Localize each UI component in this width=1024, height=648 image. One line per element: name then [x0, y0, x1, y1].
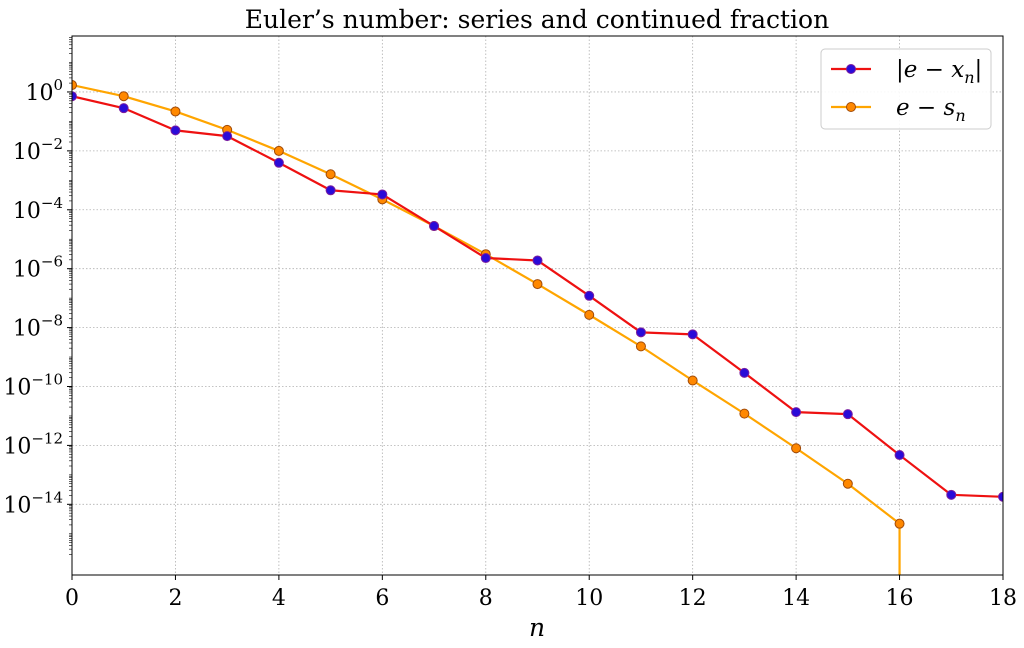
data-point-series-0	[429, 221, 440, 232]
data-point-series-1	[635, 341, 646, 352]
legend-label-0: |e − xn|	[896, 57, 982, 87]
data-point-series-0	[72, 91, 77, 102]
data-point-series-0	[532, 255, 543, 266]
x-tick-label: 14	[782, 586, 810, 611]
x-tick-label: 16	[886, 586, 914, 611]
data-point-series-1	[791, 443, 802, 454]
axis-ticks: 0 2 4 6 8 10 12 14 16 18 100 10−2 10−4 10−6 10−8 10−10 1…	[3, 37, 1017, 611]
data-point-series-1	[894, 518, 905, 529]
data-point-series-0	[739, 367, 750, 378]
y-tick-label: 10−2	[13, 135, 63, 165]
data-point-series-0	[842, 409, 853, 420]
data-point-series-1	[118, 91, 129, 102]
data-point-series-1	[170, 106, 181, 117]
data-point-series-0	[480, 253, 491, 264]
legend: |e − xn| e − sn	[820, 48, 992, 130]
data-point-series-0	[170, 125, 181, 136]
y-tick-label: 10−4	[13, 194, 63, 224]
y-tick-label: 10−6	[13, 253, 63, 283]
data-point-series-0	[377, 189, 388, 200]
data-point-series-0	[998, 491, 1003, 502]
data-point-series-1	[532, 279, 543, 290]
data-point-series-1	[687, 375, 698, 386]
series-0	[72, 91, 1003, 502]
data-point-series-0	[325, 185, 336, 196]
x-tick-label: 18	[989, 586, 1017, 611]
data-point-series-1	[842, 478, 853, 489]
x-tick-label: 0	[65, 586, 79, 611]
data-point-series-0	[687, 329, 698, 340]
chart-title: Euler’s number: series and continued fra…	[245, 5, 829, 34]
data-point-series-0	[791, 407, 802, 418]
x-tick-label: 6	[375, 586, 389, 611]
data-point-series-1	[273, 145, 284, 156]
data-point-series-0	[946, 489, 957, 500]
data-point-series-1	[584, 309, 595, 320]
data-point-series-0	[222, 131, 233, 142]
legend-label-1: e − sn	[896, 95, 966, 125]
x-tick-label: 8	[479, 586, 493, 611]
data-point-series-0	[118, 103, 129, 114]
series-line-1	[72, 83, 901, 575]
data-point-series-1	[72, 80, 77, 91]
data-point-series-0	[584, 290, 595, 301]
x-tick-label: 4	[272, 586, 286, 611]
x-tick-label: 2	[168, 586, 182, 611]
plot-frame	[71, 35, 1004, 576]
data-point-series-1	[325, 169, 336, 180]
y-tick-label: 100	[25, 76, 63, 106]
data-point-series-0	[894, 450, 905, 461]
y-tick-label: 10−8	[13, 312, 63, 342]
series-layer	[72, 80, 1003, 575]
data-point-series-0	[635, 327, 646, 338]
y-tick-label: 10−14	[3, 488, 63, 518]
legend-marker-1	[846, 102, 856, 112]
y-tick-label: 10−10	[3, 370, 63, 400]
x-tick-label: 10	[575, 586, 603, 611]
x-axis-label: n	[529, 613, 545, 642]
x-tick-label: 12	[679, 586, 707, 611]
grid-lines	[71, 36, 1004, 575]
y-tick-label: 10−12	[3, 429, 63, 459]
data-point-series-1	[739, 408, 750, 419]
legend-marker-0	[846, 64, 856, 74]
data-point-series-0	[273, 157, 284, 168]
